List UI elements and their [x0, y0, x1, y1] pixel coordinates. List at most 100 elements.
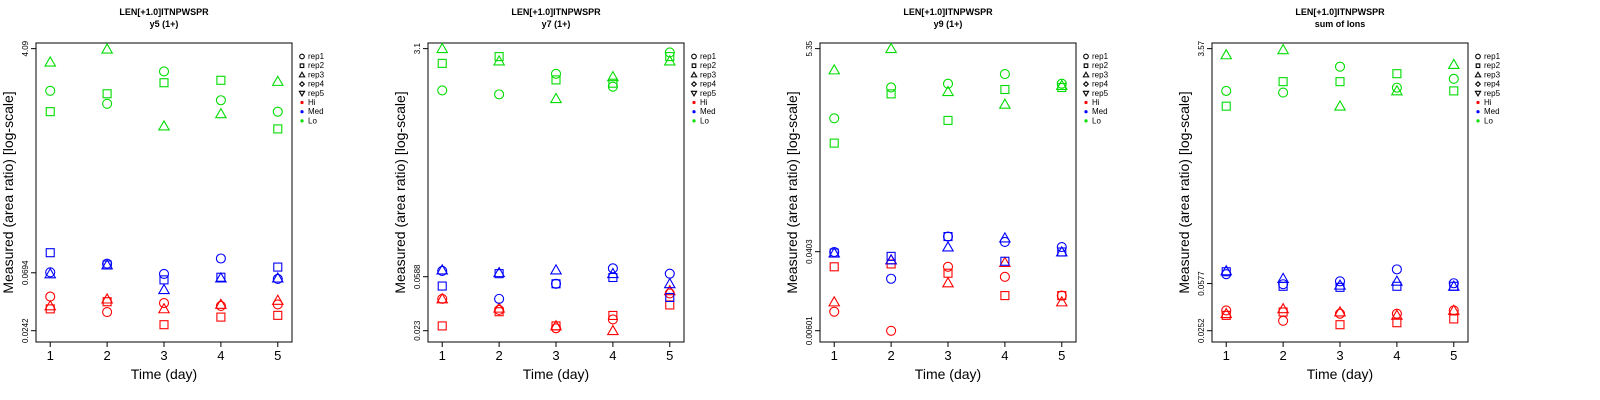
data-point-lo-rep3	[884, 42, 898, 54]
data-point-hi-rep3	[44, 299, 57, 311]
data-point-lo-rep2	[494, 52, 504, 62]
legend-symbol	[690, 71, 698, 78]
data-point-lo-rep2	[1392, 69, 1402, 79]
legend-symbol	[1476, 100, 1480, 105]
data-point-hi-rep2	[665, 300, 675, 310]
legend-label: Med	[308, 107, 324, 116]
data-point-hi-rep2	[1449, 314, 1459, 324]
x-tick-label: 2	[887, 348, 894, 363]
data-point-hi-rep1	[942, 261, 954, 272]
data-point-med-rep2	[273, 262, 283, 272]
data-point-med-rep3	[436, 263, 449, 275]
legend-symbol	[1474, 81, 1482, 88]
data-point-lo-rep3	[1276, 43, 1290, 55]
legend-label: rep1	[1484, 52, 1501, 61]
legend-symbol	[1474, 90, 1482, 98]
x-tick-label: 4	[609, 348, 616, 363]
data-point-lo-rep3	[436, 42, 449, 54]
data-point-lo-rep3	[492, 54, 506, 66]
legend-label: rep4	[1092, 80, 1109, 89]
chart-panel-2: LEN[+1.0]ITNPWSPR y7 (1+) 1 2 3 4 5 Time (day) 0…	[392, 7, 717, 382]
data-point-lo-rep2	[159, 78, 169, 88]
data-point-hi-rep2	[1057, 291, 1067, 301]
data-point-med-rep1	[215, 253, 226, 264]
x-tick-label: 1	[1223, 348, 1230, 363]
data-point-lo-rep3	[1390, 84, 1404, 96]
legend-label: rep3	[308, 70, 325, 79]
data-point-lo-rep2	[102, 89, 112, 99]
data-point-med-rep2	[437, 281, 447, 291]
data-point-hi-rep3	[606, 324, 620, 336]
legend-label: Med	[700, 107, 716, 116]
chart-title: LEN[+1.0]ITNPWSPR	[1295, 7, 1385, 17]
data-point-med-rep2	[551, 279, 561, 289]
data-point-hi-rep2	[45, 304, 55, 314]
data-point-hi-rep2	[273, 310, 283, 320]
data-point-med-rep2	[45, 248, 55, 258]
legend-symbol	[1082, 81, 1090, 88]
data-point-med-rep1	[550, 278, 562, 289]
data-point-lo-rep1	[494, 89, 505, 100]
legend-symbol	[692, 100, 696, 105]
data-point-med-rep1	[494, 293, 505, 304]
data-point-lo-rep3	[549, 92, 563, 104]
legend-symbol	[692, 119, 696, 123]
data-point-lo-rep1	[1334, 61, 1346, 72]
x-tick-label: 5	[666, 348, 673, 363]
legend-symbol	[1083, 53, 1089, 60]
data-point-lo-rep2	[45, 107, 55, 117]
data-point-hi-rep1	[829, 306, 840, 317]
legend-symbol	[691, 63, 697, 69]
data-point-lo-rep3	[44, 55, 57, 67]
data-point-hi-rep1	[1278, 315, 1289, 326]
legend-label: Med	[1484, 107, 1500, 116]
data-point-lo-rep1	[886, 82, 897, 93]
chart-title: LEN[+1.0]ITNPWSPR	[119, 7, 209, 17]
data-point-lo-rep3	[1055, 79, 1068, 90]
data-point-med-rep2	[1000, 256, 1010, 266]
data-point-lo-rep1	[1221, 85, 1232, 96]
legend-symbol	[299, 63, 305, 69]
data-point-med-rep3	[663, 277, 676, 289]
data-point-med-rep3	[1220, 264, 1233, 276]
data-point-lo-rep3	[214, 107, 228, 119]
data-point-hi-rep3	[1390, 309, 1404, 320]
data-point-med-rep3	[100, 258, 114, 270]
y-axis-label: Measured (area ratio) [log-scale]	[392, 91, 408, 293]
legend-label: rep5	[1092, 89, 1109, 98]
x-axis-label: Time (day)	[1307, 366, 1373, 382]
legend-label: Hi	[308, 98, 316, 107]
legend-label: Lo	[700, 116, 709, 125]
data-point-hi-rep1	[494, 304, 505, 316]
data-point-lo-rep3	[100, 42, 114, 54]
legend-label: rep4	[1484, 80, 1501, 89]
legend-label: rep2	[308, 61, 325, 70]
legend-symbol	[1083, 63, 1089, 69]
data-point-lo-rep3	[1220, 48, 1233, 60]
data-point-hi-rep2	[1335, 320, 1345, 330]
legend-label: Lo	[1092, 116, 1101, 125]
y-tick-label: 0.0242	[21, 318, 30, 343]
chart-subtitle: y5 (1+)	[150, 19, 179, 29]
legend-label: Hi	[700, 98, 708, 107]
data-point-hi-rep1	[999, 271, 1010, 282]
data-point-lo-rep3	[606, 70, 620, 82]
data-point-lo-rep2	[608, 78, 618, 88]
x-tick-label: 4	[1393, 348, 1400, 363]
data-point-lo-rep2	[437, 58, 447, 68]
data-point-hi-rep3	[100, 292, 114, 304]
y-tick-label: 4.09	[21, 40, 30, 56]
data-point-med-rep2	[886, 251, 896, 261]
chart-subtitle: sum of Ions	[1315, 19, 1366, 29]
data-point-hi-rep3	[828, 295, 841, 307]
data-point-lo-rep1	[272, 106, 283, 117]
legend-label: rep3	[700, 70, 717, 79]
data-point-hi-rep2	[437, 321, 447, 331]
chart-subtitle: y7 (1+)	[542, 19, 571, 29]
legend-label: rep1	[700, 52, 717, 61]
legend-label: Hi	[1484, 98, 1492, 107]
legend-symbol	[1082, 90, 1090, 98]
x-tick-label: 1	[439, 348, 446, 363]
data-point-med-rep2	[1392, 281, 1402, 291]
